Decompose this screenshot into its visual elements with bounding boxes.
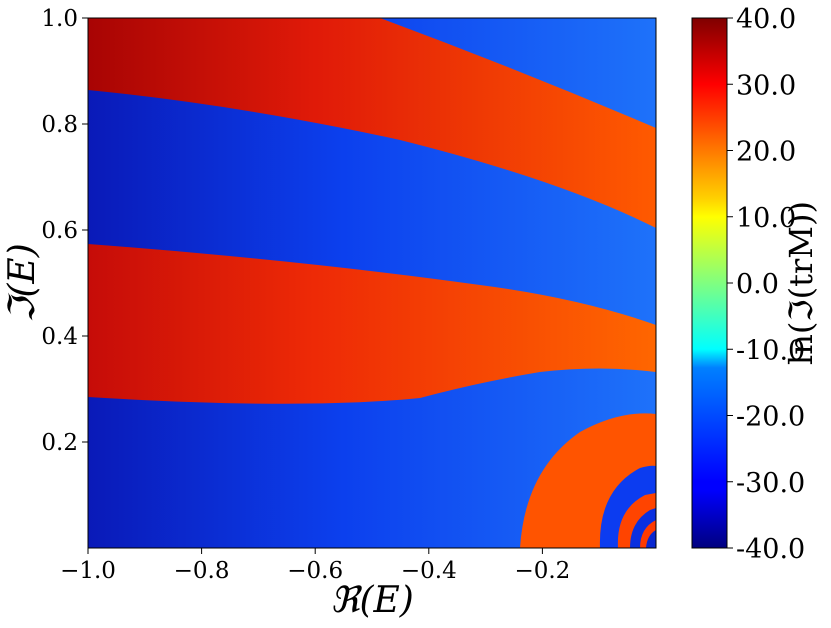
y-tick-label: 0.4 — [41, 324, 78, 350]
colorbar-ticks: 40.0 30.0 20.0 10.0 0.0 -10.0 -20.0 -30.0 -40.0 — [727, 4, 805, 565]
colorbar-tick-label: 20.0 — [736, 137, 796, 168]
x-tick-label: −0.6 — [287, 558, 343, 584]
colorbar-tick-label: -40.0 — [736, 534, 805, 565]
x-axis-ticks: −1.0 −0.8 −0.6 −0.4 −0.2 — [60, 548, 570, 584]
colorbar — [691, 17, 728, 549]
colorbar-tick-label: 0.0 — [736, 269, 779, 300]
y-tick-label: 0.2 — [41, 430, 78, 456]
colorbar-tick-label: 30.0 — [736, 70, 796, 101]
x-tick-label: −0.8 — [174, 558, 230, 584]
y-tick-label: 1.0 — [41, 6, 78, 32]
colorbar-title: ln(ℑ(trM)) — [782, 201, 820, 365]
heatmap-spiral-blue-3 — [646, 530, 656, 548]
plot-frame — [87, 17, 657, 549]
x-tick-label: −1.0 — [60, 558, 116, 584]
colorbar-tick-label: 40.0 — [736, 4, 796, 35]
heatmap-band-top-red — [88, 18, 656, 228]
colorbar-tick-label: -20.0 — [736, 402, 805, 433]
y-axis-ticks: 0.2 0.4 0.6 0.8 1.0 — [41, 6, 88, 456]
heatmap-image — [88, 18, 656, 548]
colorbar-tick-label: -10.0 — [736, 335, 805, 366]
y-tick-label: 0.6 — [41, 218, 78, 244]
y-tick-label: 0.8 — [41, 112, 78, 138]
x-axis-title: ℜ(E) — [330, 580, 414, 621]
x-tick-label: −0.2 — [514, 558, 570, 584]
colorbar-tick-label: -30.0 — [736, 468, 805, 499]
x-tick-label: −0.4 — [401, 558, 457, 584]
colorbar-tick-label: 10.0 — [736, 203, 796, 234]
heatmap-band-middle-red — [88, 244, 656, 404]
y-axis-title: ℑ(E) — [2, 243, 43, 322]
